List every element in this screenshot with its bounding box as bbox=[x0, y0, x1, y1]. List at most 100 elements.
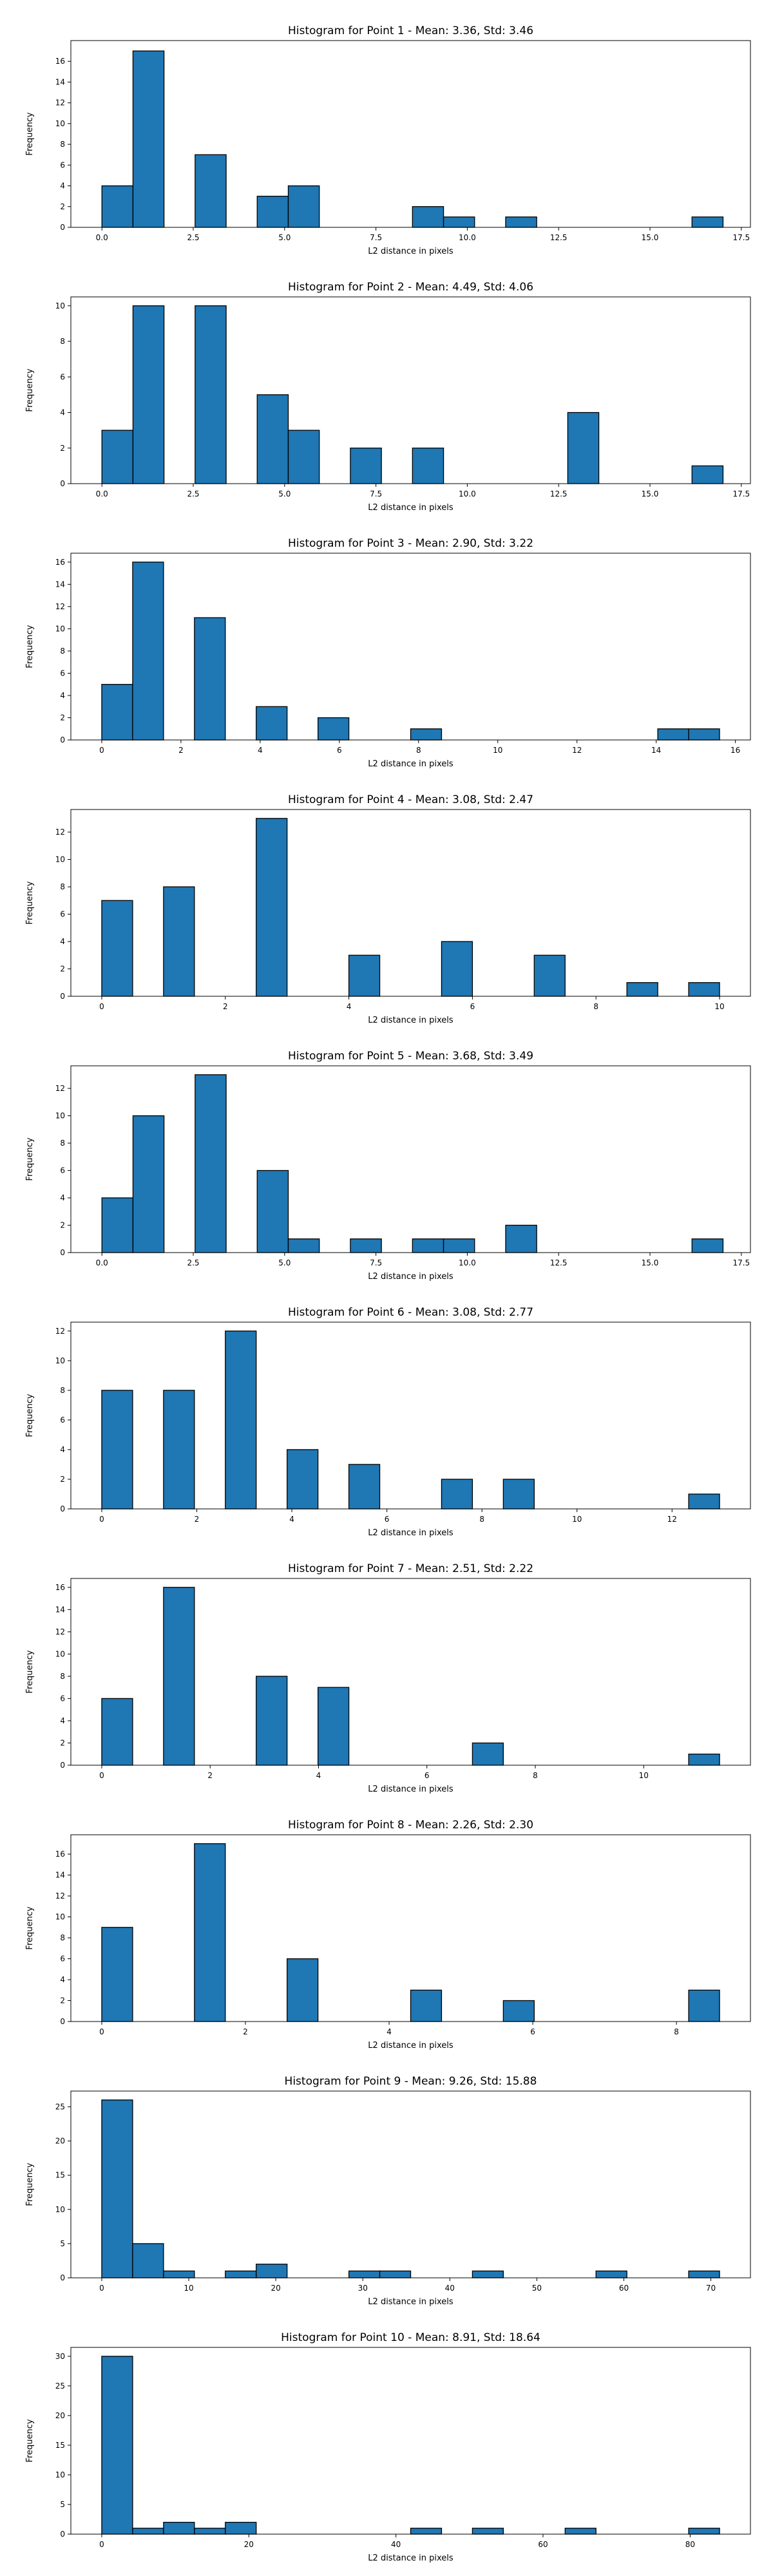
x-axis-label: L2 distance in pixels bbox=[368, 759, 453, 769]
x-tick-label: 6 bbox=[470, 1002, 475, 1011]
x-tick-label: 10 bbox=[493, 746, 502, 755]
histogram-bar bbox=[256, 706, 288, 741]
histogram-bar bbox=[691, 216, 724, 228]
x-tick-label: 0 bbox=[99, 1515, 104, 1524]
axes-frame bbox=[70, 1065, 751, 1253]
y-tick-label: 2 bbox=[60, 1475, 65, 1484]
x-tick-label: 20 bbox=[271, 2284, 280, 2293]
x-tick-label: 6 bbox=[385, 1515, 390, 1524]
histogram-bar bbox=[595, 2270, 627, 2278]
y-tick-label: 12 bbox=[55, 1084, 65, 1093]
histogram-bars bbox=[101, 2099, 720, 2278]
y-tick-label: 10 bbox=[55, 119, 65, 128]
histogram-bar bbox=[567, 412, 600, 484]
histogram-bars bbox=[101, 1843, 720, 2022]
y-tick-label: 8 bbox=[60, 1933, 65, 1942]
y-tick-label: 5 bbox=[60, 2500, 65, 2509]
histogram-bar bbox=[657, 728, 689, 741]
axes-frame bbox=[70, 2347, 751, 2535]
histogram-bar bbox=[350, 1238, 382, 1253]
x-axis-label: L2 distance in pixels bbox=[368, 1272, 453, 1282]
y-tick-label: 2 bbox=[60, 444, 65, 453]
x-tick-label: 14 bbox=[651, 746, 661, 755]
y-axis-ticks: 0 2 4 6 8 10 12 14 16 bbox=[55, 1850, 71, 2026]
y-tick-label: 10 bbox=[55, 301, 65, 310]
y-tick-label: 14 bbox=[55, 580, 65, 589]
x-tick-label: 17.5 bbox=[732, 233, 750, 242]
chart-title: Histogram for Point 1 - Mean: 3.36, Std:… bbox=[288, 24, 533, 37]
y-tick-label: 10 bbox=[55, 1913, 65, 1922]
y-tick-label: 2 bbox=[60, 202, 65, 211]
x-tick-label: 17.5 bbox=[732, 489, 750, 498]
histogram-bars bbox=[101, 50, 724, 228]
y-tick-label: 0 bbox=[60, 2530, 65, 2539]
y-tick-label: 30 bbox=[55, 2352, 65, 2361]
y-tick-label: 16 bbox=[55, 558, 65, 567]
y-axis-ticks: 0 2 4 6 8 10 12 14 16 bbox=[55, 57, 71, 232]
y-axis-label: Frequency bbox=[25, 1394, 35, 1437]
x-axis-label: L2 distance in pixels bbox=[368, 503, 453, 513]
y-axis-label: Frequency bbox=[25, 881, 35, 924]
axes-frame bbox=[70, 296, 751, 484]
histogram-bars bbox=[101, 2356, 720, 2535]
y-axis-label: Frequency bbox=[25, 368, 35, 412]
x-axis-ticks: 0 2 4 6 8 10 12 bbox=[99, 1509, 677, 1524]
histogram-bar bbox=[101, 2099, 133, 2278]
y-tick-label: 4 bbox=[60, 1445, 65, 1454]
x-axis-ticks: 0 2 4 6 8 10 bbox=[99, 996, 725, 1011]
x-tick-label: 15.0 bbox=[642, 233, 659, 242]
x-tick-label: 0 bbox=[99, 746, 104, 755]
x-tick-label: 10.0 bbox=[459, 1258, 476, 1267]
histogram-bar bbox=[195, 1074, 227, 1253]
y-tick-label: 12 bbox=[55, 1327, 65, 1336]
histogram-bar bbox=[101, 430, 134, 484]
x-tick-label: 10.0 bbox=[459, 233, 476, 242]
y-tick-label: 10 bbox=[55, 2205, 65, 2214]
histogram-bar bbox=[101, 684, 133, 741]
histogram-bar bbox=[256, 818, 288, 997]
histogram-bar bbox=[132, 562, 164, 741]
histogram-bar bbox=[101, 900, 133, 997]
y-tick-label: 20 bbox=[55, 2137, 65, 2146]
histogram-bar bbox=[348, 1464, 381, 1510]
histogram-bar bbox=[194, 1843, 226, 2022]
histogram-bar bbox=[287, 1958, 319, 2022]
y-tick-label: 8 bbox=[60, 337, 65, 346]
histogram-bar bbox=[410, 728, 443, 741]
chart-title: Histogram for Point 2 - Mean: 4.49, Std:… bbox=[288, 281, 533, 294]
x-tick-label: 40 bbox=[391, 2540, 401, 2549]
x-axis-label: L2 distance in pixels bbox=[368, 2297, 453, 2307]
y-tick-label: 12 bbox=[55, 1891, 65, 1900]
x-tick-label: 0 bbox=[99, 2540, 104, 2549]
histogram-bar bbox=[195, 154, 227, 228]
y-tick-label: 10 bbox=[55, 855, 65, 864]
y-tick-label: 6 bbox=[60, 1955, 65, 1964]
histogram-bar bbox=[441, 1479, 473, 1510]
x-axis-label: L2 distance in pixels bbox=[368, 1016, 453, 1025]
y-tick-label: 4 bbox=[60, 408, 65, 417]
y-tick-label: 6 bbox=[60, 1166, 65, 1175]
y-tick-label: 14 bbox=[55, 77, 65, 86]
y-axis-label: Frequency bbox=[25, 2419, 35, 2462]
histogram-bar bbox=[412, 448, 444, 484]
histogram-panel-10: Histogram for Point 10 - Mean: 8.91, Std… bbox=[25, 2331, 751, 2563]
histogram-bar bbox=[688, 1493, 720, 1510]
x-axis-label: L2 distance in pixels bbox=[368, 2041, 453, 2050]
histogram-bar bbox=[688, 1754, 720, 1766]
histogram-bar bbox=[505, 1224, 537, 1253]
y-tick-label: 16 bbox=[55, 1850, 65, 1859]
y-tick-label: 6 bbox=[60, 1694, 65, 1703]
histogram-bar bbox=[163, 886, 195, 997]
histogram-panel-8: Histogram for Point 8 - Mean: 2.26, Std:… bbox=[25, 1819, 751, 2050]
x-tick-label: 8 bbox=[533, 1771, 538, 1780]
y-tick-label: 12 bbox=[55, 602, 65, 611]
chart-title: Histogram for Point 4 - Mean: 3.08, Std:… bbox=[288, 793, 533, 806]
x-tick-label: 10 bbox=[714, 1002, 724, 1011]
y-tick-label: 12 bbox=[55, 99, 65, 108]
histogram-bar bbox=[348, 954, 381, 997]
histogram-bar bbox=[564, 2528, 596, 2535]
histogram-bar bbox=[379, 2270, 412, 2278]
histogram-bar bbox=[287, 185, 320, 228]
y-tick-label: 0 bbox=[60, 1504, 65, 1513]
x-tick-label: 7.5 bbox=[370, 1258, 382, 1267]
